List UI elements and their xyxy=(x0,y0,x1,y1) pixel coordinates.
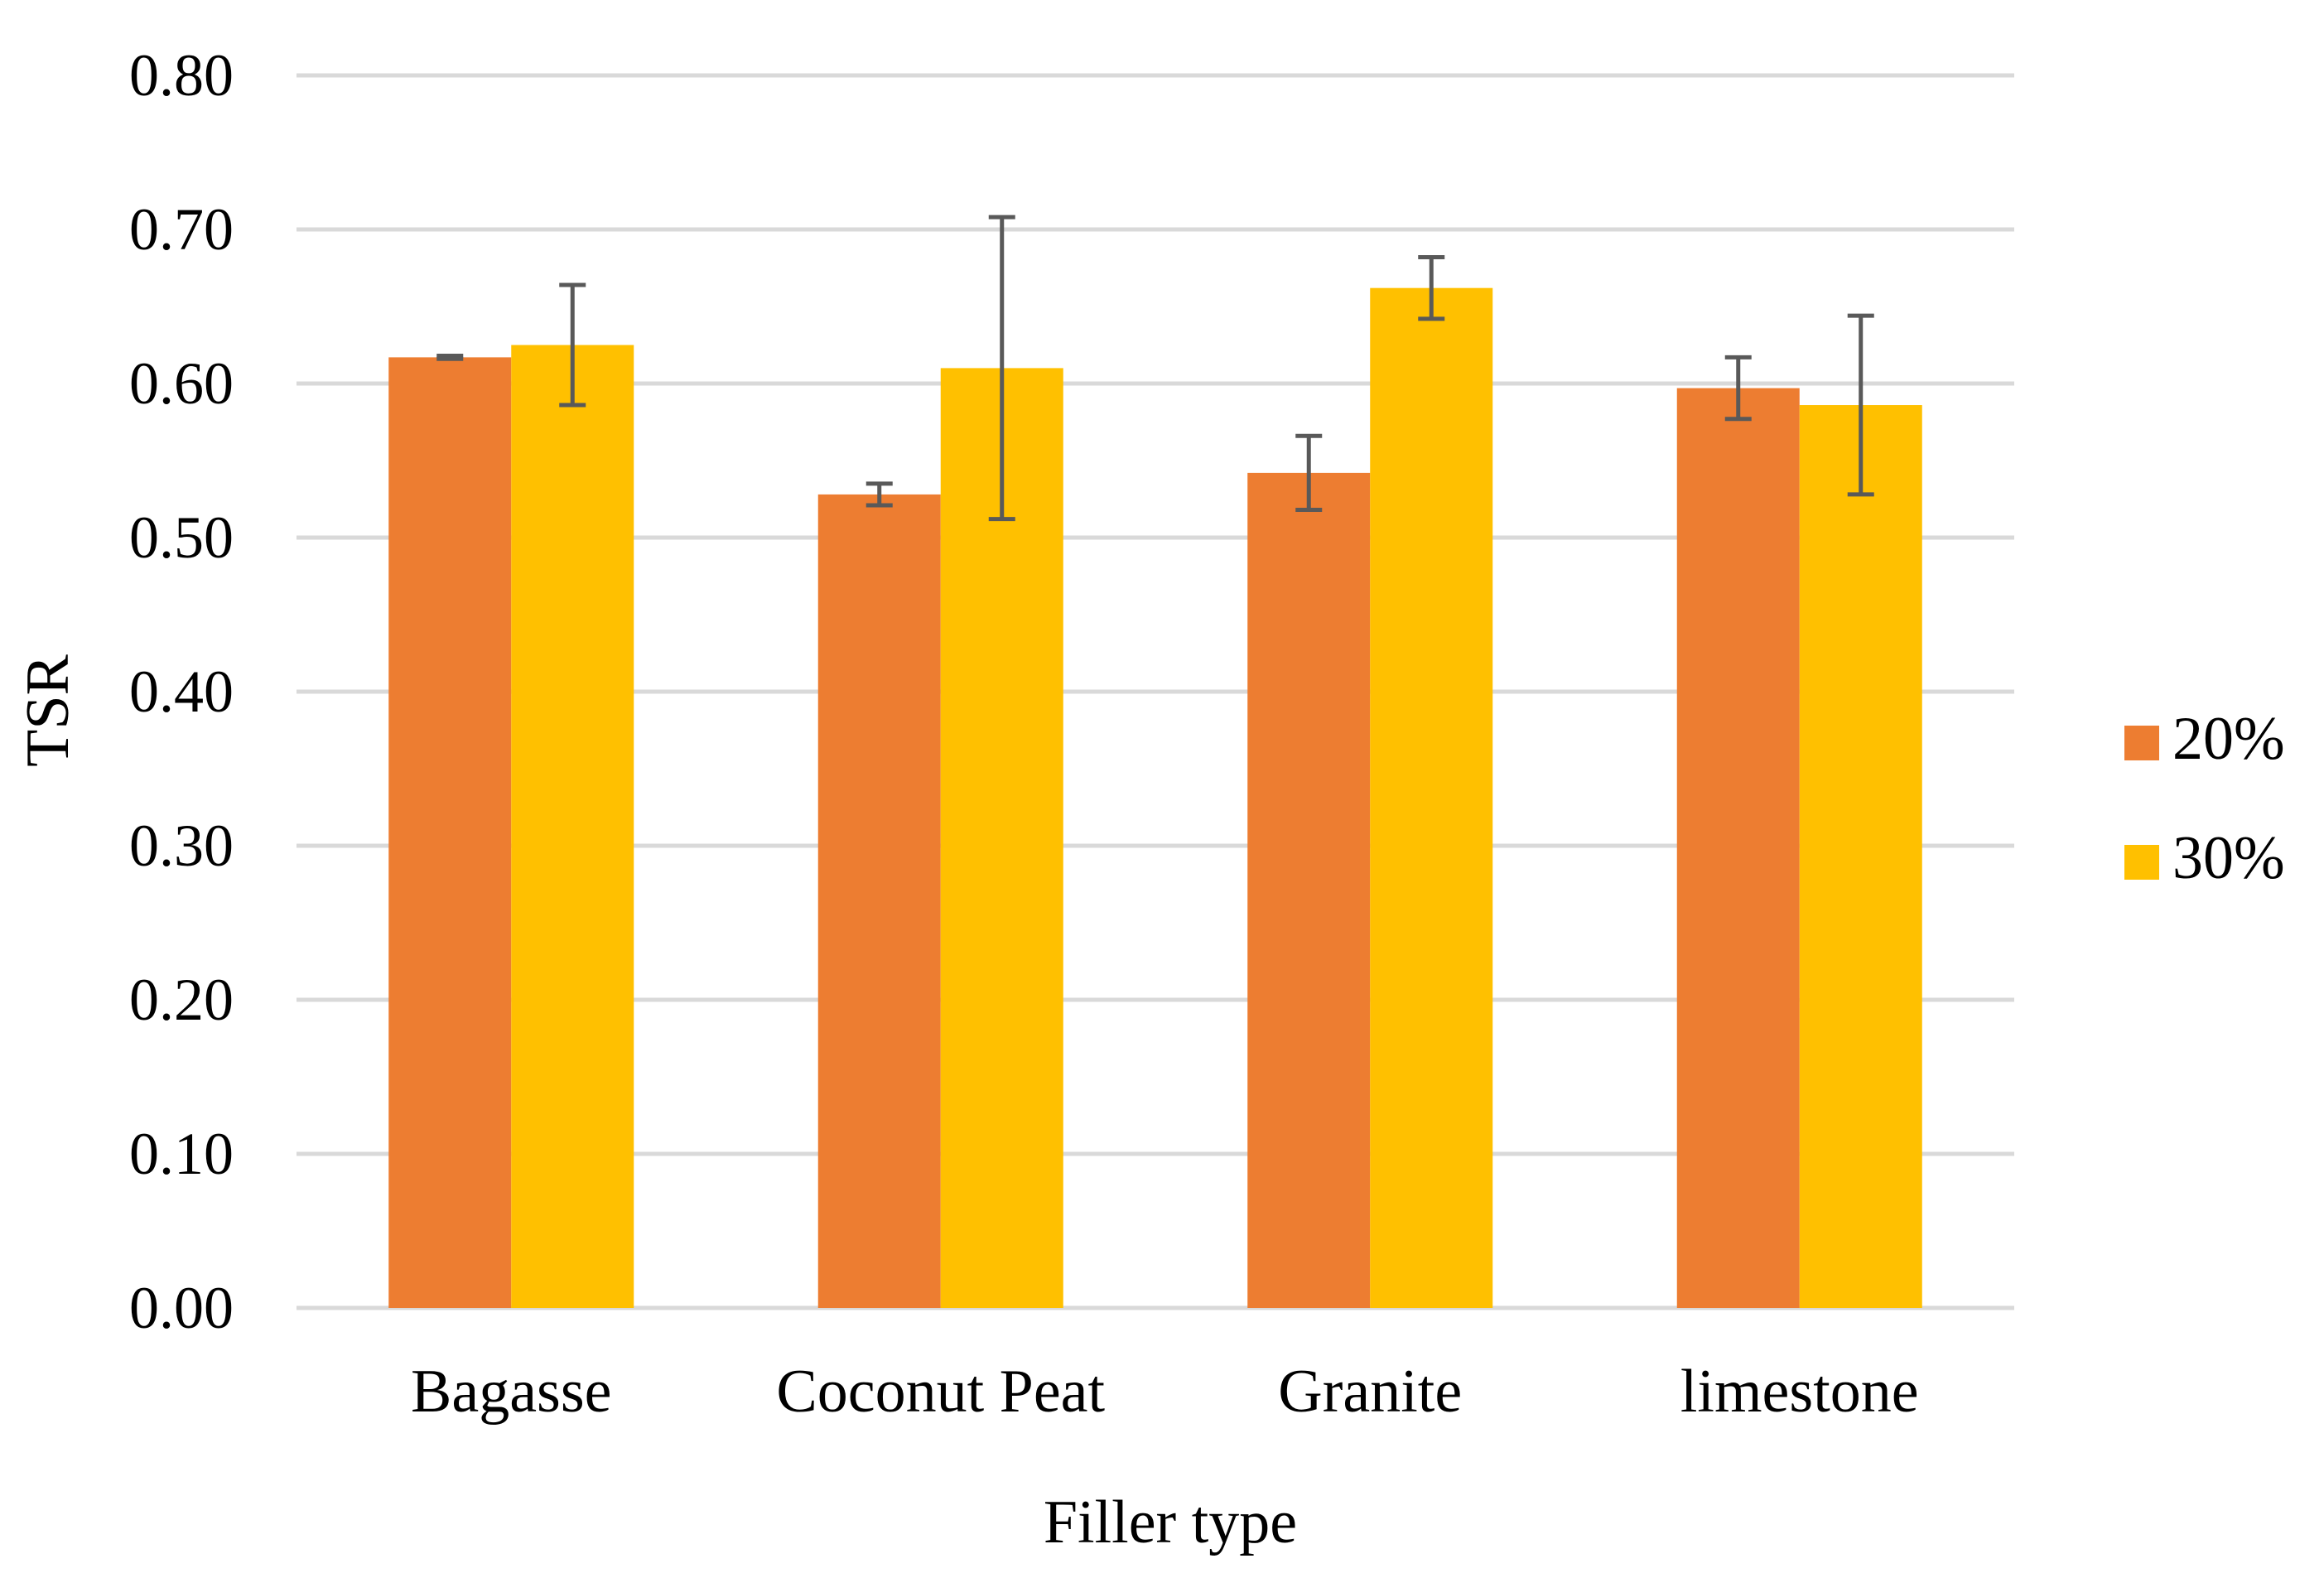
y-tick-label: 0.20 xyxy=(129,967,234,1033)
legend-swatch xyxy=(2124,726,2159,760)
x-category-label: Bagasse xyxy=(411,1358,612,1426)
bar-limestone-30pct xyxy=(1799,405,1922,1308)
y-tick-label: 0.00 xyxy=(129,1275,234,1341)
x-axis-title: Filler type xyxy=(1044,1489,1297,1556)
x-category-label: Coconut Peat xyxy=(776,1358,1105,1426)
y-axis-title: TSR xyxy=(14,654,82,767)
error-bar-limestone-20pct xyxy=(1724,355,1752,422)
bar-bagasse-20pct xyxy=(388,357,512,1308)
bar-coconut-peat-30pct xyxy=(940,368,1063,1308)
legend-item-30pct: 30% xyxy=(2124,824,2285,892)
error-bar-granite-20pct xyxy=(1295,433,1323,513)
y-tick-label: 0.40 xyxy=(129,659,234,725)
error-bar-coconut-peat-30pct xyxy=(988,215,1015,522)
bar-granite-30pct xyxy=(1370,287,1493,1309)
y-tick-label: 0.10 xyxy=(129,1121,234,1187)
error-bars xyxy=(436,215,1874,522)
error-bar-granite-30pct xyxy=(1418,254,1445,321)
bar-bagasse-30pct xyxy=(511,345,634,1308)
legend: 20% 30% xyxy=(2124,705,2285,892)
bars xyxy=(388,287,1922,1309)
x-axis-categories: Bagasse Coconut Peat Granite limestone xyxy=(411,1358,1919,1426)
legend-item-20pct: 20% xyxy=(2124,705,2285,773)
y-tick-label: 0.50 xyxy=(129,504,234,571)
y-tick-label: 0.80 xyxy=(129,42,234,109)
legend-label: 20% xyxy=(2172,705,2285,773)
x-category-label: limestone xyxy=(1680,1358,1919,1426)
y-tick-label: 0.60 xyxy=(129,350,234,417)
legend-label: 30% xyxy=(2172,824,2285,892)
x-category-label: Granite xyxy=(1278,1358,1462,1426)
bar-limestone-20pct xyxy=(1676,388,1800,1309)
error-bar-limestone-30pct xyxy=(1847,313,1874,497)
y-tick-label: 0.70 xyxy=(129,196,234,263)
error-bar-bagasse-20pct xyxy=(436,354,464,361)
y-axis-ticks: 0.00 0.10 0.20 0.30 0.40 0.50 0.60 0.70 0.80 xyxy=(129,42,234,1341)
legend-swatch xyxy=(2124,845,2159,880)
error-bar-coconut-peat-20pct xyxy=(865,481,893,508)
bar-granite-20pct xyxy=(1247,472,1371,1308)
error-bar-bagasse-30pct xyxy=(559,282,586,408)
y-tick-label: 0.30 xyxy=(129,813,234,879)
bar-coconut-peat-20pct xyxy=(817,494,941,1308)
